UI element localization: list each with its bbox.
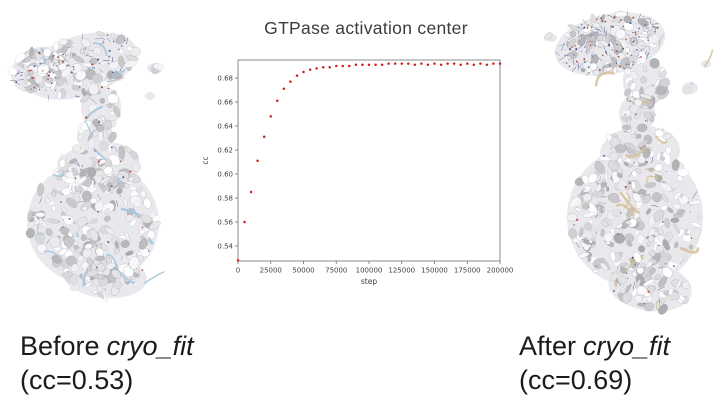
- svg-text:0.54: 0.54: [217, 243, 233, 251]
- svg-text:step: step: [361, 277, 377, 286]
- svg-text:0.66: 0.66: [217, 99, 233, 107]
- caption-before-cc: (cc=0.53): [20, 365, 134, 395]
- chart-title: GTPase activation center: [264, 18, 468, 38]
- svg-text:150000: 150000: [421, 267, 448, 275]
- svg-text:0.58: 0.58: [217, 195, 233, 203]
- caption-before-italic: cryo_fit: [106, 331, 194, 361]
- caption-before-line1: Before cryo_fit: [20, 329, 194, 363]
- svg-text:200000: 200000: [487, 267, 514, 275]
- svg-text:0.64: 0.64: [217, 123, 233, 131]
- svg-text:175000: 175000: [454, 267, 481, 275]
- svg-text:0.68: 0.68: [217, 75, 233, 83]
- svg-text:25000: 25000: [260, 267, 282, 275]
- caption-after-cc: (cc=0.69): [519, 365, 633, 395]
- svg-text:cc: cc: [201, 156, 210, 164]
- svg-text:100000: 100000: [356, 267, 383, 275]
- caption-before: Before cryo_fit (cc=0.53): [20, 329, 194, 397]
- caption-after: After cryo_fit (cc=0.69): [519, 329, 670, 397]
- caption-before-prefix: Before: [20, 331, 100, 361]
- svg-text:0.60: 0.60: [217, 171, 233, 179]
- svg-text:75000: 75000: [325, 267, 347, 275]
- svg-text:125000: 125000: [388, 267, 415, 275]
- cryo-em-density-map-before-image: [7, 31, 165, 303]
- svg-text:0.56: 0.56: [217, 219, 233, 227]
- caption-after-line1: After cryo_fit: [519, 329, 670, 363]
- cryo-em-density-map-after-image: [544, 10, 714, 315]
- caption-after-italic: cryo_fit: [583, 331, 671, 361]
- svg-text:50000: 50000: [292, 267, 314, 275]
- cc-vs-step-scatter-plot: 0 25000 50000 75000 100000 125000 150000 175000…: [201, 59, 514, 286]
- caption-after-prefix: After: [519, 331, 577, 361]
- svg-text:0: 0: [236, 267, 240, 275]
- svg-text:0.62: 0.62: [217, 147, 233, 155]
